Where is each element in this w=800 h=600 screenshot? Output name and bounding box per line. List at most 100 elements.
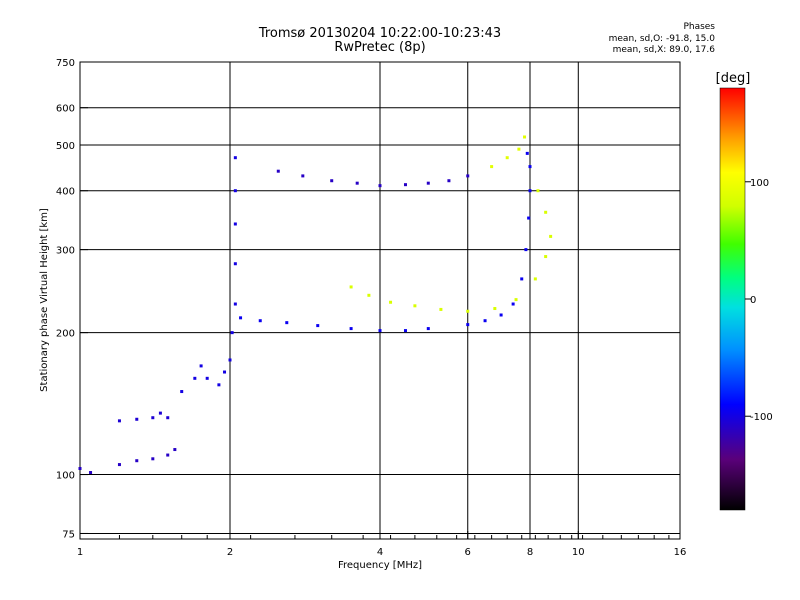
data-point [525,151,529,155]
data-point-layer [78,135,553,475]
data-point [199,364,203,368]
data-point [205,376,209,380]
grid-layer [80,62,680,539]
colorbar-tick-label: 0 [750,295,756,306]
data-point [499,313,503,317]
data-point [276,169,280,173]
data-point [426,327,430,331]
data-point [524,248,528,252]
y-tick-label: 400 [56,187,75,198]
data-point [349,327,353,331]
data-point [426,181,430,185]
colorbar-label: [deg] [716,71,751,86]
data-point [228,358,232,362]
colorbar-tick-label: -100 [750,412,773,423]
data-point [151,416,155,420]
data-point [117,463,121,467]
data-point [89,471,93,475]
data-point [514,298,518,302]
colorbar-ticks: 100 0 -100 [745,178,773,423]
data-point [233,262,237,266]
data-point [533,277,537,281]
chart-subtitle: RwPretec (8p) [334,40,426,55]
data-point [505,156,509,160]
data-point [223,370,227,374]
x-tick-label: 4 [377,547,383,558]
y-tick-label: 75 [62,529,75,540]
data-point [233,302,237,306]
data-point [233,156,237,160]
data-point [544,210,548,214]
data-point [193,376,197,380]
data-point [151,457,155,461]
data-point [166,416,170,420]
y-tick-label: 300 [56,246,75,257]
chart-title: Tromsø 20130204 10:22:00-10:23:43 [258,26,502,41]
data-point [330,179,334,183]
data-point [301,174,305,178]
data-point [527,216,531,220]
data-point [389,300,393,304]
data-point [483,319,487,323]
data-point [117,419,121,423]
data-point [258,319,262,323]
data-point [378,329,382,333]
data-point [439,307,443,311]
x-tick-label: 16 [674,547,687,558]
data-point [466,309,470,313]
colorbar-tick-label: 100 [750,178,769,189]
data-point [549,234,553,238]
y-tick-label: 750 [56,58,75,69]
data-point [528,165,532,169]
data-point [517,147,521,151]
data-point [217,383,221,387]
colorbar [719,87,746,511]
data-point [511,302,515,306]
data-point [355,181,359,185]
x-tick-label: 2 [227,547,233,558]
data-point [403,183,407,187]
data-point [367,293,371,297]
tick-layer: 1 2 4 6 8 10 16 75 100 200 300 400 500 600 750 [56,58,686,558]
data-point [528,189,532,193]
y-tick-label: 100 [56,471,75,482]
data-point [158,411,162,415]
y-tick-label: 600 [56,104,75,115]
data-point [233,189,237,193]
data-point [316,324,320,328]
x-axis-label: Frequency [MHz] [338,560,422,571]
data-point [378,184,382,188]
x-tick-label: 1 [77,547,83,558]
data-point [544,255,548,259]
y-tick-label: 500 [56,141,75,152]
data-point [403,329,407,333]
data-point [135,417,139,421]
data-point [466,323,470,327]
data-point [135,459,139,463]
data-point [230,331,234,335]
x-tick-label: 10 [572,547,585,558]
data-point [466,174,470,178]
data-point [520,277,524,281]
data-point [493,307,497,311]
data-point [413,304,417,308]
data-point [447,179,451,183]
data-point [285,321,289,325]
data-point [173,448,177,452]
x-tick-label: 6 [465,547,471,558]
y-tick-label: 200 [56,329,75,340]
phase-summary-o: mean, sd,O: -91.8, 15.0 [608,34,715,44]
data-point [490,165,494,169]
phase-summary-x: mean, sd,X: 89.0, 17.6 [612,45,715,55]
data-point [233,222,237,226]
data-point [349,285,353,289]
data-point [180,390,184,394]
data-point [166,453,170,457]
data-point [78,467,82,471]
phase-summary-heading: Phases [683,22,715,32]
data-point [523,135,527,139]
data-point [536,189,540,193]
x-tick-label: 8 [527,547,533,558]
y-axis-label: Stationary phase Virtual Height [km] [39,208,50,392]
